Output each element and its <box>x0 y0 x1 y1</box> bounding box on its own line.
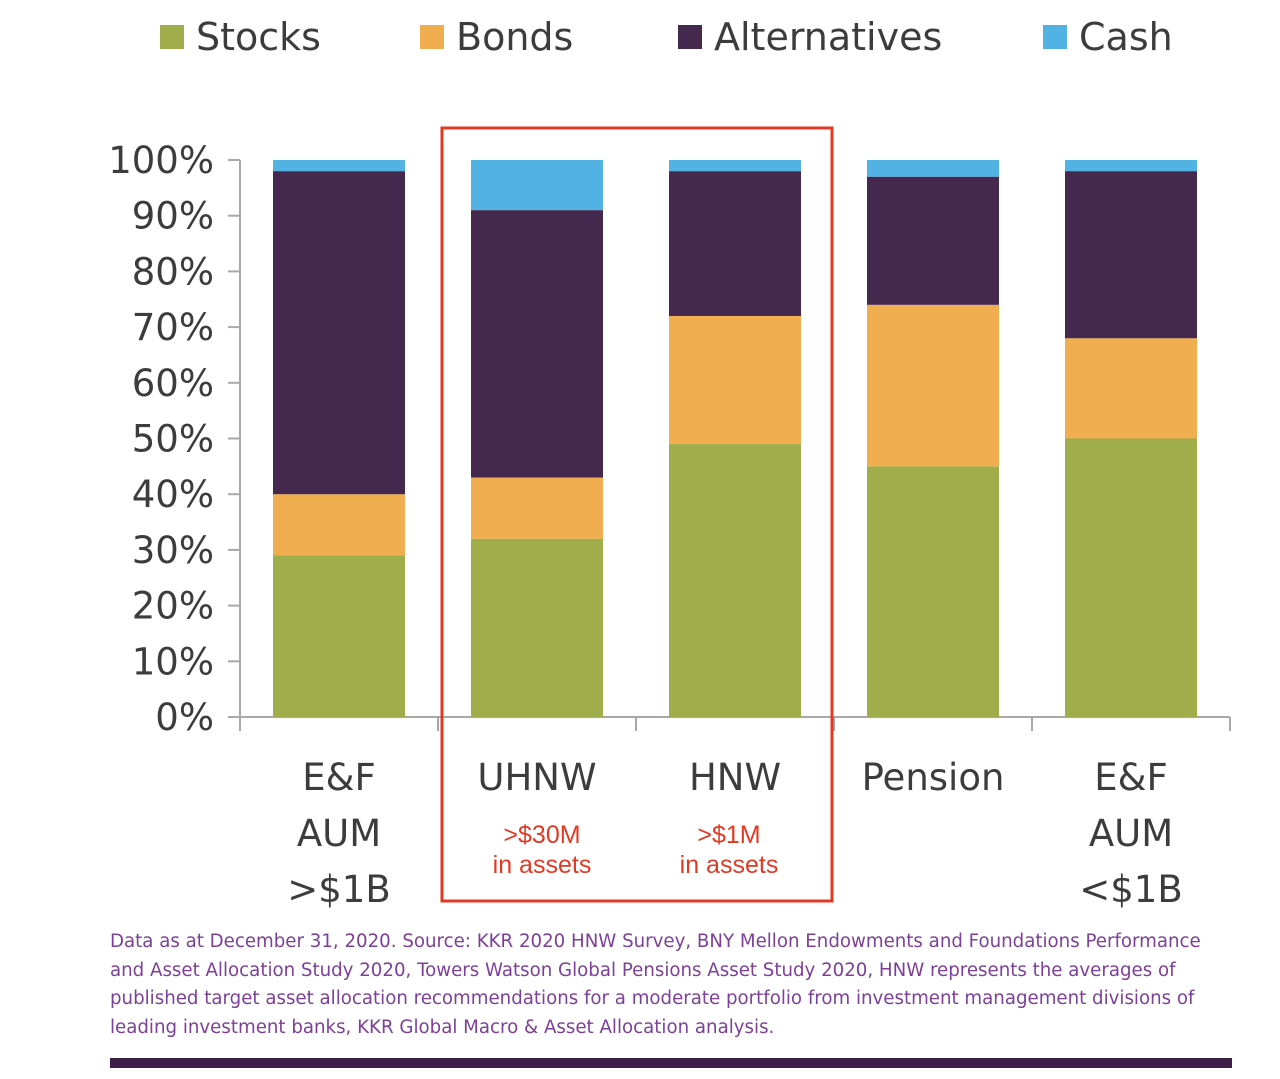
bottom-divider <box>110 1058 1232 1068</box>
legend-swatch-cash <box>1043 25 1067 49</box>
x-category-label-e-f-aum-1b-1: AUM <box>1089 812 1173 855</box>
legend-label-alternatives: Alternatives <box>714 15 942 59</box>
bar-e-f-aum-1b-stocks <box>273 555 405 717</box>
x-category-label-uhnw-0: UHNW <box>477 756 596 799</box>
y-tick-label-0: 0% <box>155 696 214 739</box>
legend-label-stocks: Stocks <box>196 15 321 59</box>
legend-swatch-alternatives <box>678 25 702 49</box>
bar-e-f-aum-1b-bonds <box>273 494 405 556</box>
y-tick-label-50: 50% <box>132 418 214 461</box>
x-category-label-e-f-aum-1b-1: AUM <box>297 812 381 855</box>
bar-uhnw-stocks <box>471 538 603 717</box>
bar-pension-cash <box>867 160 999 177</box>
bar-hnw-bonds <box>669 315 801 445</box>
legend-label-bonds: Bonds <box>456 15 573 59</box>
x-category-label-e-f-aum-1b-0: E&F <box>1094 756 1168 799</box>
bar-e-f-aum-1b-cash <box>1065 160 1197 172</box>
bar-uhnw-cash <box>471 160 603 211</box>
bar-hnw-alternatives <box>669 171 801 316</box>
bar-pension-stocks <box>867 466 999 717</box>
legend-label-cash: Cash <box>1079 15 1173 59</box>
x-category-label-e-f-aum-1b-0: E&F <box>302 756 376 799</box>
annotation-uhnw-1: in assets <box>493 851 592 879</box>
y-tick-label-100: 100% <box>108 139 214 182</box>
stacked-bar-chart: Stocks Bonds Alternatives Cash 0% 10% 20% 30% 40… <box>108 15 1231 911</box>
y-tick-label-90: 90% <box>132 195 214 238</box>
bar-pension-alternatives <box>867 176 999 305</box>
annotation-uhnw-0: >$30M <box>503 821 580 849</box>
source-footnote: Data as at December 31, 2020. Source: KK… <box>110 931 1201 1038</box>
annotation-hnw-1: in assets <box>680 851 779 879</box>
bar-e-f-aum-1b-alternatives <box>1065 171 1197 339</box>
x-category-label-pension-0: Pension <box>862 756 1005 799</box>
x-category-label-hnw-0: HNW <box>689 756 781 799</box>
y-tick-label-70: 70% <box>132 306 214 349</box>
legend-swatch-stocks <box>160 25 184 49</box>
bar-e-f-aum-1b-bonds <box>1065 338 1197 439</box>
bar-uhnw-alternatives <box>471 210 603 478</box>
bar-e-f-aum-1b-alternatives <box>273 171 405 495</box>
y-tick-label-80: 80% <box>132 250 214 293</box>
bar-hnw-cash <box>669 160 801 172</box>
bar-hnw-stocks <box>669 444 801 717</box>
bar-e-f-aum-1b-cash <box>273 160 405 172</box>
x-category-label-e-f-aum-1b-2: >$1B <box>287 868 390 911</box>
highlight-box <box>440 126 834 903</box>
annotation-hnw-0: >$1M <box>697 821 760 849</box>
legend-swatch-bonds <box>420 25 444 49</box>
y-tick-label-60: 60% <box>132 362 214 405</box>
x-category-label-e-f-aum-1b-2: <$1B <box>1079 868 1182 911</box>
y-tick-label-30: 30% <box>132 529 214 572</box>
y-tick-label-20: 20% <box>132 585 214 628</box>
y-tick-label-10: 10% <box>132 640 214 683</box>
y-tick-label-40: 40% <box>132 473 214 516</box>
bar-e-f-aum-1b-stocks <box>1065 438 1197 717</box>
bar-uhnw-bonds <box>471 477 603 539</box>
bar-pension-bonds <box>867 304 999 467</box>
